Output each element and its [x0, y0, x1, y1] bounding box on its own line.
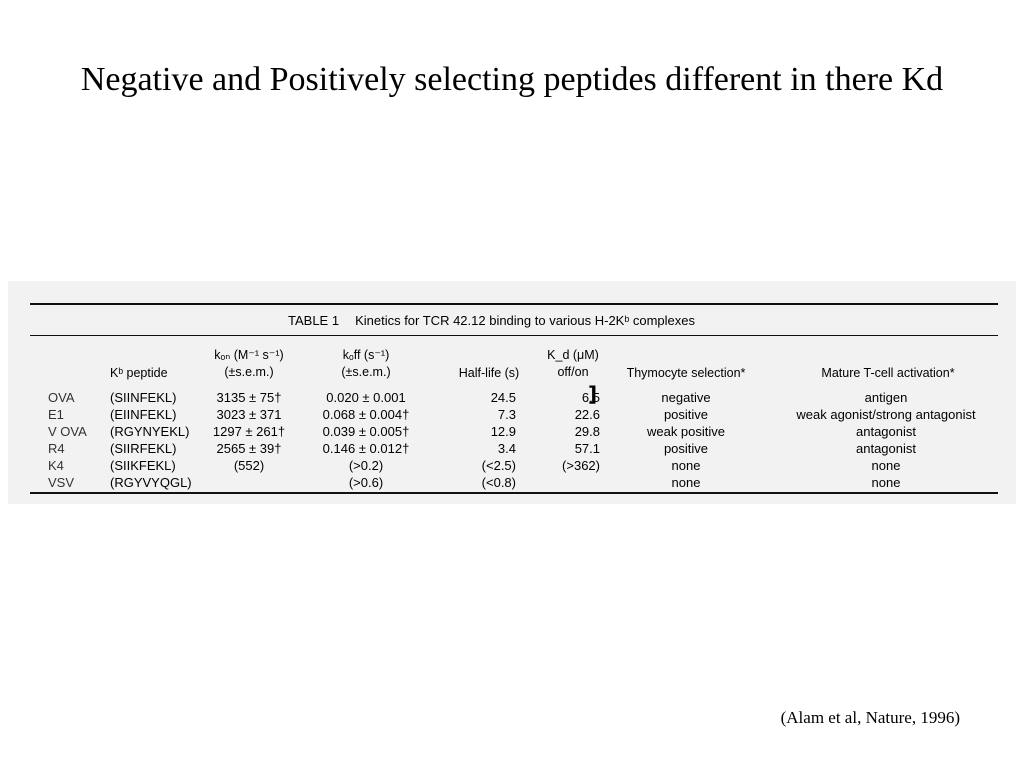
- row-thymocyte: weak positive: [646, 424, 726, 439]
- scanned-table-image: TABLE 1 Kinetics for TCR 42.12 binding to…: [8, 281, 1016, 504]
- slide-title: Negative and Positively selecting peptid…: [80, 61, 944, 98]
- row-koff: 0.068 ± 0.004†: [322, 407, 410, 422]
- row-peptide: (RGYVYQGL): [110, 475, 192, 490]
- row-name: OVA: [48, 390, 75, 405]
- row-half-life: 7.3: [497, 407, 516, 422]
- header-koff: kₒff (s⁻¹) (±s.e.m.): [306, 347, 426, 381]
- header-kd-line1: K_d (μM): [547, 348, 599, 362]
- row-koff: 0.146 ± 0.012†: [322, 441, 410, 456]
- row-name: VSV: [48, 475, 75, 490]
- row-half-life: (<2.5): [481, 458, 516, 473]
- row-half-life: 3.4: [497, 441, 516, 456]
- row-peptide: (SIIRFEKL): [110, 441, 177, 456]
- row-mature: none: [871, 458, 901, 473]
- row-thymocyte: none: [671, 458, 701, 473]
- row-kon: 3135 ± 75†: [216, 390, 282, 405]
- row-name: E1: [48, 407, 64, 422]
- row-kd: 6.5: [581, 390, 600, 405]
- header-koff-line2: (±s.e.m.): [341, 365, 391, 379]
- row-mature: antagonist: [856, 441, 916, 456]
- header-kon-line1: kₒₙ (M⁻¹ s⁻¹): [214, 348, 284, 362]
- row-thymocyte: none: [671, 475, 701, 490]
- citation: (Alam et al, Nature, 1996): [780, 708, 960, 727]
- row-thymocyte: negative: [661, 390, 711, 405]
- row-mature: weak agonist/strong antagonist: [796, 407, 976, 422]
- row-kd: (>362): [562, 458, 600, 473]
- row-half-life: 12.9: [490, 424, 516, 439]
- table-caption-rule: [30, 335, 998, 336]
- row-koff: (>0.2): [348, 458, 384, 473]
- row-kon: 2565 ± 39†: [216, 441, 282, 456]
- header-mature: Mature T-cell activation*: [821, 366, 955, 380]
- row-thymocyte: positive: [663, 441, 709, 456]
- header-koff-line1: kₒff (s⁻¹): [342, 348, 390, 362]
- row-kd: 22.6: [574, 407, 600, 422]
- table-bottom-rule: [30, 492, 998, 494]
- row-kon: 1297 ± 261†: [212, 424, 286, 439]
- row-half-life: (<0.8): [481, 475, 516, 490]
- row-koff: 0.020 ± 0.001: [326, 390, 406, 405]
- row-koff: 0.039 ± 0.005†: [322, 424, 410, 439]
- header-kon: kₒₙ (M⁻¹ s⁻¹) (±s.e.m.): [196, 347, 302, 381]
- row-kon: 3023 ± 371: [216, 407, 282, 422]
- row-mature: antigen: [864, 390, 908, 405]
- row-half-life: 24.5: [490, 390, 516, 405]
- row-kd: 29.8: [574, 424, 600, 439]
- header-peptide: Kᵇ peptide: [110, 366, 168, 380]
- row-kd: 57.1: [574, 441, 600, 456]
- row-name: R4: [48, 441, 65, 456]
- row-peptide: (EIINFEKL): [110, 407, 177, 422]
- header-thymocyte: Thymocyte selection*: [626, 366, 746, 380]
- row-peptide: (SIIKFEKL): [110, 458, 176, 473]
- header-kd-line2: off/on: [557, 365, 589, 379]
- row-thymocyte: positive: [663, 407, 709, 422]
- row-mature: none: [871, 475, 901, 490]
- table-label: TABLE 1: [288, 313, 340, 328]
- header-half-life: Half-life (s): [458, 366, 520, 380]
- row-koff: (>0.6): [348, 475, 384, 490]
- row-kon: (552): [233, 458, 265, 473]
- table-top-rule: [30, 303, 998, 305]
- row-name: V OVA: [48, 424, 87, 439]
- header-kon-line2: (±s.e.m.): [224, 365, 274, 379]
- table-caption-text: Kinetics for TCR 42.12 binding to variou…: [355, 313, 695, 328]
- header-kd: K_d (μM) off/on: [538, 347, 608, 381]
- handwritten-bracket-mark: ]: [588, 382, 598, 406]
- row-peptide: (SIINFEKL): [110, 390, 177, 405]
- row-peptide: (RGYNYEKL): [110, 424, 190, 439]
- table-caption: TABLE 1 Kinetics for TCR 42.12 binding to…: [288, 313, 695, 328]
- row-mature: antagonist: [856, 424, 916, 439]
- row-name: K4: [48, 458, 64, 473]
